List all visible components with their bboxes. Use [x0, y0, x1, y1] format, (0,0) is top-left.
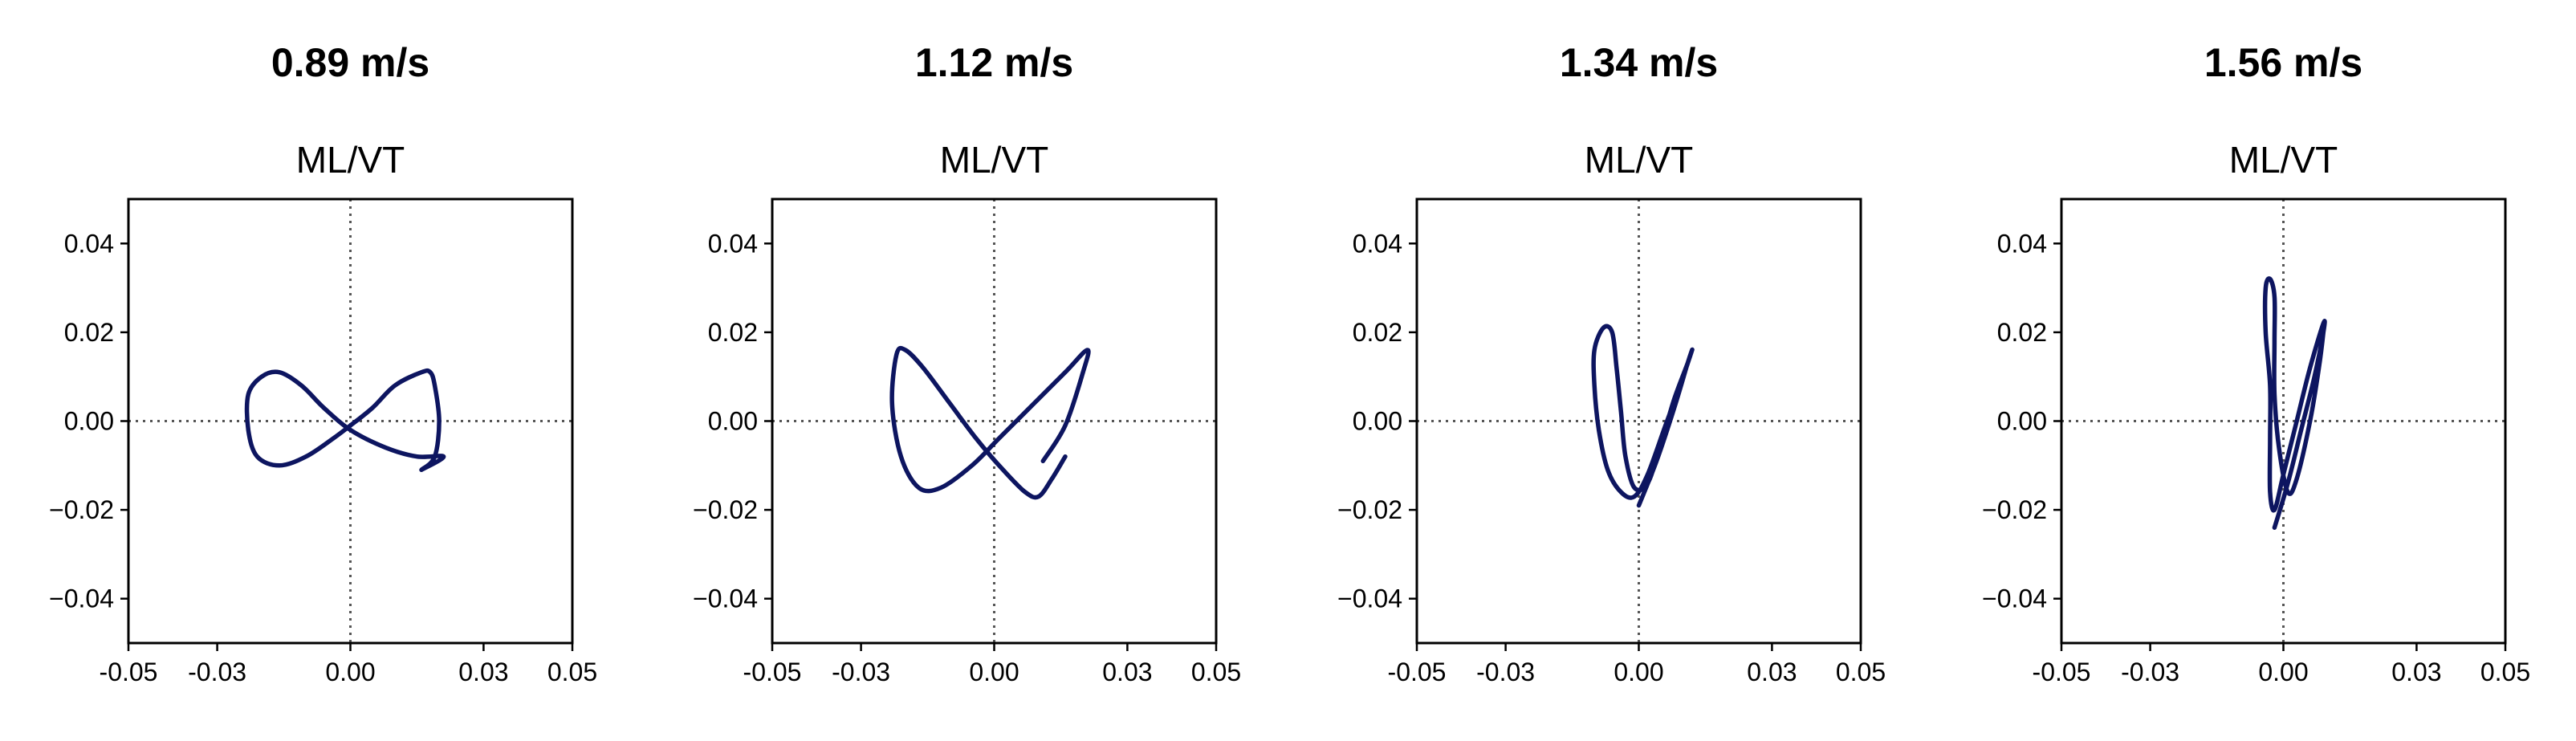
ml-vt-trajectory-line	[2262, 276, 2327, 530]
y-axis-ticks: 0.04 0.02 0.00 −0.02 −0.04	[1982, 229, 2061, 613]
ml-vt-trajectory-line	[1591, 324, 1695, 508]
x-tick-label: -0.03	[1476, 658, 1535, 686]
x-tick-label: -0.03	[188, 658, 246, 686]
y-tick-label: −0.04	[693, 584, 758, 613]
x-axis-ticks: -0.05 -0.03 0.00 0.03 0.05	[100, 643, 597, 686]
x-tick-label: -0.05	[2033, 658, 2091, 686]
axes-frame	[1415, 197, 1862, 645]
x-tick-label: 0.05	[547, 658, 597, 686]
y-tick-label: 0.02	[1997, 318, 2047, 347]
subplot-4: 1.56 m/sML/VT-0.05 -0.03 0.00 0.03 0.050.040…	[1982, 40, 2530, 686]
x-tick-label: 0.03	[1747, 658, 1797, 686]
subplot-title: ML/VT	[2229, 139, 2338, 181]
x-axis-ticks: -0.05 -0.03 0.00 0.03 0.05	[1388, 643, 1886, 686]
speed-label: 1.34 m/s	[1560, 40, 1718, 85]
x-axis-ticks: -0.05 -0.03 0.00 0.03 0.05	[743, 643, 1241, 686]
ml-vt-trajectory-line	[889, 345, 1091, 500]
x-tick-label: -0.05	[743, 658, 802, 686]
x-tick-label: -0.05	[1388, 658, 1447, 686]
x-tick-label: 0.05	[1191, 658, 1241, 686]
y-tick-label: 0.04	[1997, 229, 2047, 258]
y-tick-label: −0.02	[49, 495, 114, 524]
axes-frame	[771, 197, 1218, 645]
x-tick-label: 0.00	[325, 658, 375, 686]
y-tick-label: 0.00	[1997, 407, 2047, 436]
speed-label: 1.56 m/s	[2204, 40, 2362, 85]
y-tick-label: 0.02	[1353, 318, 1402, 347]
y-axis-ticks: 0.04 0.02 0.00 −0.02 −0.04	[49, 229, 128, 613]
y-tick-label: −0.02	[693, 495, 758, 524]
subplot-title: ML/VT	[940, 139, 1048, 181]
x-tick-label: 0.00	[969, 658, 1019, 686]
subplot-title: ML/VT	[1585, 139, 1693, 181]
y-axis-ticks: 0.04 0.02 0.00 −0.02 −0.04	[693, 229, 772, 613]
speed-label: 1.12 m/s	[915, 40, 1073, 85]
y-tick-label: 0.00	[1353, 407, 1402, 436]
axes-frame	[2060, 197, 2507, 645]
x-axis-ticks: -0.05 -0.03 0.00 0.03 0.05	[2033, 643, 2530, 686]
subplot-2: 1.12 m/sML/VT-0.05 -0.03 0.00 0.03 0.050.040…	[693, 40, 1241, 686]
y-tick-label: −0.02	[1982, 495, 2047, 524]
x-tick-label: -0.03	[2121, 658, 2179, 686]
y-tick-label: 0.02	[64, 318, 114, 347]
y-tick-label: −0.04	[1337, 584, 1402, 613]
x-tick-label: 0.03	[458, 658, 508, 686]
y-tick-label: −0.04	[1982, 584, 2047, 613]
x-tick-label: 0.03	[1102, 658, 1152, 686]
y-tick-label: −0.04	[49, 584, 114, 613]
y-tick-label: 0.04	[708, 229, 758, 258]
subplot-title: ML/VT	[296, 139, 405, 181]
x-tick-label: -0.03	[832, 658, 890, 686]
x-tick-label: -0.05	[100, 658, 158, 686]
x-tick-label: 0.03	[2391, 658, 2441, 686]
y-tick-label: 0.04	[64, 229, 114, 258]
x-tick-label: 0.00	[1614, 658, 1663, 686]
ml-vt-trajectory-line	[244, 368, 446, 473]
y-tick-label: 0.04	[1353, 229, 1402, 258]
y-tick-label: 0.02	[708, 318, 758, 347]
y-axis-ticks: 0.04 0.02 0.00 −0.02 −0.04	[1337, 229, 1417, 613]
y-tick-label: 0.00	[64, 407, 114, 436]
x-tick-label: 0.05	[1836, 658, 1886, 686]
y-tick-label: 0.00	[708, 407, 758, 436]
x-tick-label: 0.05	[2480, 658, 2530, 686]
speed-label: 0.89 m/s	[271, 40, 429, 85]
x-tick-label: 0.00	[2258, 658, 2308, 686]
y-tick-label: −0.02	[1337, 495, 1402, 524]
axes-frame	[127, 197, 574, 645]
subplot-1: 0.89 m/sML/VT-0.05 -0.03 0.00 0.03 0.050.040…	[49, 40, 597, 686]
subplot-3: 1.34 m/sML/VT-0.05 -0.03 0.00 0.03 0.050.040…	[1337, 40, 1886, 686]
